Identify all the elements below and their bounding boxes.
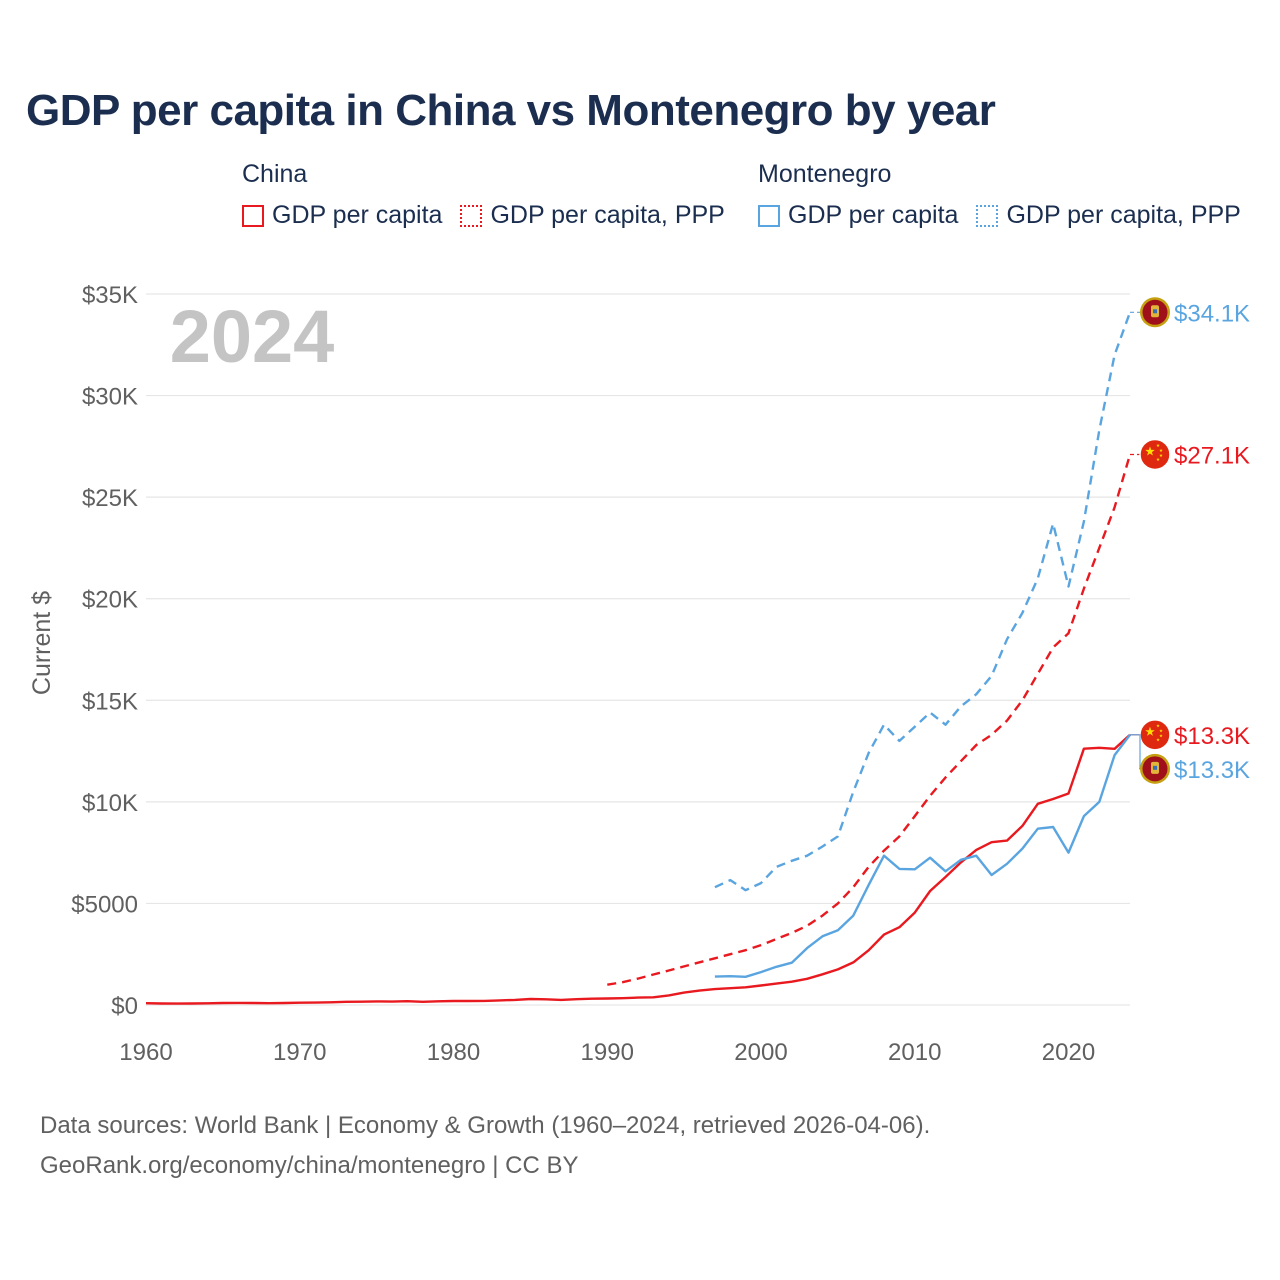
- sources-line-2[interactable]: GeoRank.org/economy/china/montenegro | C…: [40, 1152, 579, 1179]
- legend-item-label: GDP per capita, PPP: [1006, 201, 1241, 229]
- year-watermark: 2024: [170, 295, 335, 378]
- y-tick-label: $10K: [82, 790, 138, 817]
- end-value-label: $27.1K: [1174, 442, 1250, 469]
- legend-group-label: Montenegro: [758, 160, 892, 188]
- x-axis: 1960 1970 1980 1990 2000 2010 2020: [119, 1039, 1095, 1066]
- end-value-label: $13.3K: [1174, 723, 1250, 750]
- legend-item-label: GDP per capita: [788, 201, 959, 229]
- x-tick-label: 1970: [273, 1039, 326, 1066]
- y-tick-label: $35K: [82, 282, 138, 309]
- legend-item-china-gdp-ppp[interactable]: GDP per capita, PPP: [460, 201, 725, 230]
- legend-swatch: [976, 204, 999, 227]
- legend-swatch: [758, 204, 780, 227]
- y-tick-label: $0: [111, 993, 138, 1020]
- montenegro-flag-icon: [1140, 753, 1170, 784]
- end-value-label: $34.1K: [1174, 300, 1250, 327]
- legend-item-montenegro-gdp[interactable]: GDP per capita: [758, 201, 958, 230]
- y-tick-label: $15K: [82, 688, 138, 715]
- y-tick-label: $30K: [82, 384, 138, 411]
- y-tick-label: $20K: [82, 587, 138, 614]
- end-value-label: $13.3K: [1174, 757, 1250, 784]
- y-axis-title: Current $: [28, 591, 56, 695]
- x-tick-label: 1980: [427, 1039, 480, 1066]
- montenegro-flag-icon: [1140, 297, 1170, 328]
- legend-item-montenegro-gdp-ppp[interactable]: GDP per capita, PPP: [976, 201, 1241, 230]
- x-tick-label: 2000: [734, 1039, 787, 1066]
- legend-swatch: [460, 204, 483, 227]
- y-tick-label: $25K: [82, 485, 138, 512]
- y-tick-label: $5000: [71, 891, 138, 918]
- series-line-china-gdp-per-capita[interactable]: [145, 733, 1131, 1005]
- series-line-montenegro-gdp-per-capita[interactable]: [714, 734, 1131, 978]
- china-flag-icon: [1139, 719, 1171, 751]
- legend-item-label: GDP per capita: [272, 201, 443, 229]
- series-line-china-gdp-per-capita-ppp[interactable]: [607, 454, 1132, 986]
- x-tick-label: 2020: [1042, 1039, 1095, 1066]
- x-tick-label: 1990: [581, 1039, 634, 1066]
- sources-line-1: Data sources: World Bank | Economy & Gro…: [40, 1112, 931, 1139]
- china-flag-icon: [1139, 438, 1171, 471]
- series-lines: [145, 311, 1132, 1005]
- legend-item-label: GDP per capita, PPP: [490, 201, 725, 229]
- legend-swatch: [242, 204, 264, 227]
- legend-group-china: China GDP per capita GDP per capita, PPP: [242, 160, 725, 230]
- x-tick-label: 1960: [119, 1039, 172, 1066]
- legend-group-montenegro: Montenegro GDP per capita GDP per capita…: [758, 160, 1241, 230]
- end-labels: $34.1K $27.1K $13.3K $13.3K: [1130, 297, 1250, 784]
- y-axis: $0 $5000 $10K $15K $20K $25K $30K $35K: [71, 282, 138, 1020]
- series-line-montenegro-gdp-per-capita-ppp[interactable]: [714, 311, 1132, 892]
- legend-item-china-gdp[interactable]: GDP per capita: [242, 201, 442, 230]
- end-label-connector: [1130, 734, 1141, 770]
- legend-group-label: China: [242, 160, 308, 188]
- grid-lines: [146, 293, 1130, 1006]
- chart-title: GDP per capita in China vs Montenegro by…: [26, 86, 996, 135]
- x-tick-label: 2010: [888, 1039, 941, 1066]
- data-sources: Data sources: World Bank | Economy & Gro…: [40, 1106, 930, 1186]
